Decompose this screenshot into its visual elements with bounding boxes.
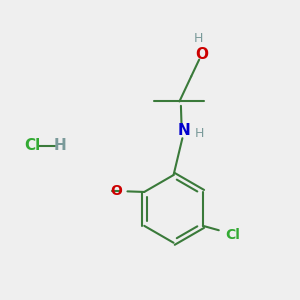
Text: O: O <box>195 47 208 62</box>
Text: H: H <box>194 127 204 140</box>
Text: N: N <box>178 123 190 138</box>
Text: H: H <box>54 138 67 153</box>
Text: O: O <box>110 184 122 198</box>
Text: Cl: Cl <box>24 138 40 153</box>
Text: H: H <box>194 32 203 46</box>
Text: Cl: Cl <box>226 228 240 242</box>
